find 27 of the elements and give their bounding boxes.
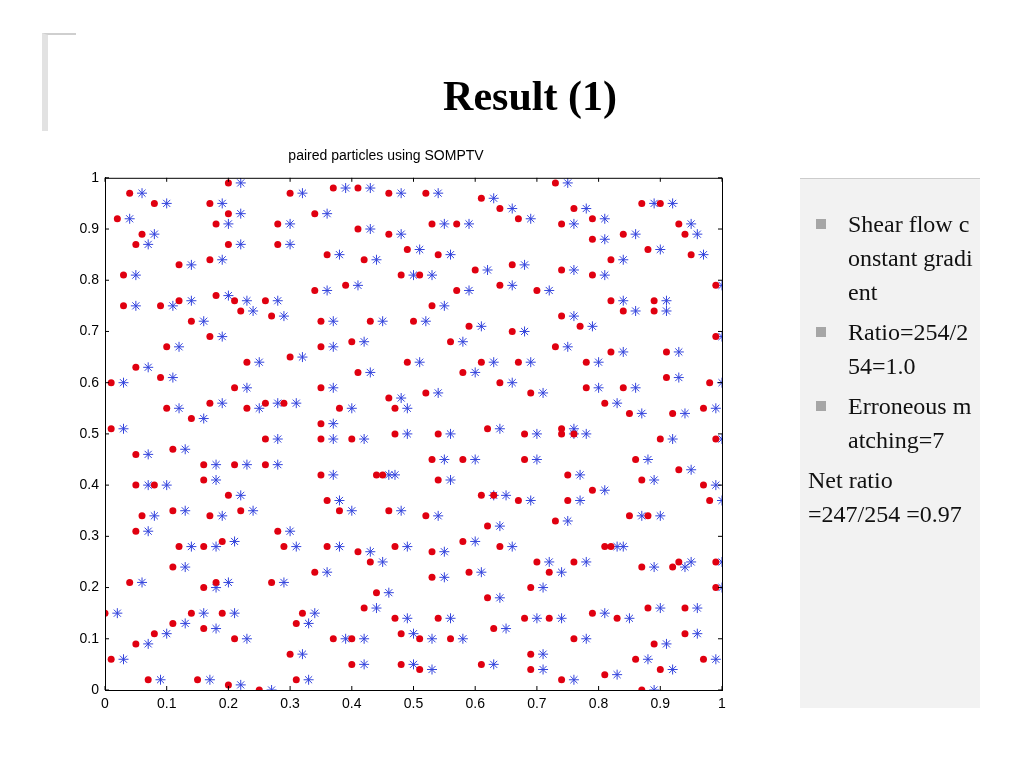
y-tick-label: 0.6 (79, 373, 100, 390)
text: Net ratio =247/254 =0.97 (808, 466, 963, 529)
x-tick-label: 0.1 (156, 695, 177, 712)
y-tick-label: 0.3 (79, 527, 100, 544)
y-tick-label: 0.7 (79, 322, 100, 339)
text: Ratio=254/254=1.0 (848, 318, 970, 381)
y-tick-label: 1 (91, 168, 100, 185)
x-tick-label: 0.7 (527, 695, 547, 712)
x-tick-label: 0.3 (280, 695, 301, 712)
chart-title: paired particles using SOMPTV (288, 147, 485, 164)
y-tick-label: 0.8 (79, 271, 100, 288)
y-tick-label: 0.9 (79, 219, 100, 236)
x-tick-label: 0.9 (650, 695, 671, 712)
text: Shear flow constant gradient (848, 210, 974, 307)
x-tick-label: 0.5 (403, 695, 424, 712)
x-tick-label: 0.4 (342, 695, 362, 712)
y-tick-label: 0.2 (79, 578, 100, 595)
x-tick-label: 1 (718, 695, 727, 712)
x-tick-label: 0.8 (588, 695, 609, 712)
y-tick-label: 0.5 (79, 424, 100, 441)
y-tick-label: 0 (91, 680, 100, 697)
x-tick-label: 0.2 (218, 695, 239, 712)
y-tick-label: 0.1 (79, 629, 100, 646)
text: Result (1) (442, 72, 618, 120)
x-tick-label: 0.6 (465, 695, 486, 712)
y-tick-label: 0.4 (79, 475, 100, 492)
text: Erroneous matching=7 (848, 392, 973, 455)
